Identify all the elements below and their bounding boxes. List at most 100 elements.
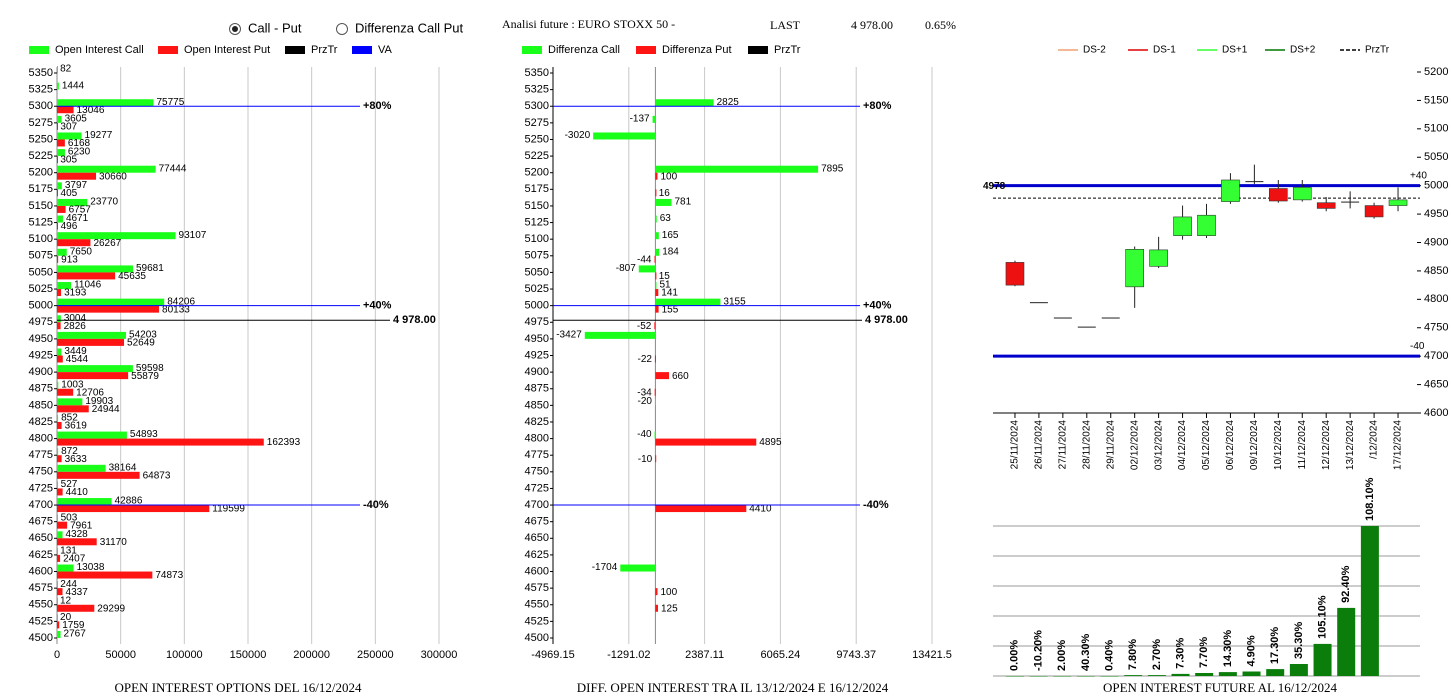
radio-label[interactable]: Call - Put [248, 20, 302, 35]
value-label: -52 [637, 321, 652, 332]
y-tick-label: 4500 [29, 632, 53, 644]
reference-label: 4 978.00 [393, 314, 436, 326]
x-tick-label: 50000 [105, 649, 136, 661]
change-label: 17.30% [1269, 627, 1281, 665]
candle-body [1173, 216, 1192, 236]
value-label: 2826 [64, 321, 87, 332]
legend-label: Open Interest Call [55, 44, 144, 56]
bar [1242, 671, 1261, 676]
change-label: 7.30% [1174, 637, 1186, 668]
value-label: 1003 [61, 379, 84, 390]
y-tick-label: 4600 [29, 565, 53, 577]
x-tick-label: 03/12/2024 [1153, 420, 1164, 470]
y-tick-label: 4900 [29, 366, 53, 378]
y-tick-label: 5350 [525, 67, 549, 79]
x-tick-label: 11/12/2024 [1297, 420, 1308, 470]
value-label: -807 [616, 263, 636, 274]
bar [57, 99, 154, 107]
bar [1337, 607, 1356, 676]
y-tick-label: 5025 [29, 283, 53, 295]
bar [57, 215, 63, 223]
bar [57, 222, 58, 230]
x-tick-label: -1291.02 [607, 649, 650, 661]
value-label: 31170 [100, 537, 128, 548]
przTr-label: 4978 [983, 181, 1006, 192]
value-label: 6757 [69, 205, 92, 216]
legend-label: VA [378, 44, 393, 56]
value-label: 7650 [70, 246, 93, 257]
bar [655, 305, 659, 313]
candle-body [1029, 302, 1048, 304]
x-tick-label: 150000 [230, 649, 267, 661]
change-label: 2.70% [1151, 639, 1163, 670]
y-tick-label: 5000 [1424, 180, 1448, 192]
value-label: 3633 [65, 454, 88, 465]
bar [655, 505, 747, 513]
bar [57, 631, 61, 638]
change-label: 0.00% [1009, 640, 1021, 671]
bar [1218, 672, 1237, 676]
value-label: 54893 [130, 429, 158, 440]
y-tick-label: 5300 [525, 100, 549, 112]
bar [57, 255, 59, 263]
bar [655, 298, 721, 306]
radio-diff[interactable]: Differenza Call Put [336, 20, 464, 35]
x-tick-label: 25/11/2024 [1010, 420, 1021, 470]
legend-swatch [158, 46, 178, 54]
radio-call-put[interactable]: Call - Put [229, 20, 302, 35]
value-label: -3427 [556, 330, 582, 341]
y-tick-label: 4875 [29, 383, 53, 395]
candle-body [1197, 214, 1216, 236]
bar [57, 165, 156, 173]
bar [57, 82, 59, 90]
legend-label: PrzTr [774, 44, 801, 56]
x-tick-label: 0 [54, 649, 60, 661]
candle-body [1101, 317, 1120, 319]
y-tick-label: 4925 [29, 349, 53, 361]
bar [655, 588, 658, 596]
y-tick-label: 5025 [525, 283, 549, 295]
x-tick-label: 10/12/2024 [1273, 420, 1284, 470]
bar [57, 189, 58, 197]
y-tick-label: 4950 [29, 333, 53, 345]
value-label: 496 [61, 221, 78, 232]
change-label: 105.10% [1316, 595, 1328, 639]
y-tick-label: 4550 [525, 599, 549, 611]
legend-label: DS+2 [1290, 45, 1316, 56]
bar [57, 315, 61, 323]
change-label: 0.40% [1103, 640, 1115, 671]
value-label: 131 [60, 546, 77, 557]
bar [57, 388, 74, 396]
radio-label[interactable]: Differenza Call Put [355, 20, 464, 35]
y-tick-label: 4900 [1424, 236, 1448, 248]
bar [57, 198, 88, 206]
x-tick-label: 300000 [421, 649, 458, 661]
value-label: -22 [637, 354, 652, 365]
candle-body [1364, 205, 1384, 218]
value-label: 29299 [97, 603, 125, 614]
bar [57, 614, 58, 622]
bar [57, 398, 83, 406]
value-label: 3155 [723, 296, 746, 307]
y-tick-label: 4775 [29, 449, 53, 461]
y-tick-label: 5175 [525, 183, 549, 195]
bar [1147, 675, 1166, 676]
y-tick-label: 4800 [29, 432, 53, 444]
value-label: 93107 [179, 230, 207, 241]
radio[interactable] [336, 23, 348, 35]
bar [57, 331, 127, 339]
bar [655, 289, 659, 297]
value-label: 63 [660, 213, 672, 224]
reference-label: +80% [863, 100, 892, 112]
value-label: 59598 [136, 363, 164, 374]
value-label: 23770 [90, 197, 118, 208]
value-label: 7895 [821, 163, 844, 174]
bar [57, 232, 176, 240]
bar [57, 355, 63, 363]
x-tick-label: 200000 [293, 649, 330, 661]
y-tick-label: 4650 [525, 532, 549, 544]
value-label: 660 [672, 371, 689, 382]
x-tick-label: 06/12/2024 [1225, 420, 1236, 470]
y-tick-label: 5100 [525, 233, 549, 245]
